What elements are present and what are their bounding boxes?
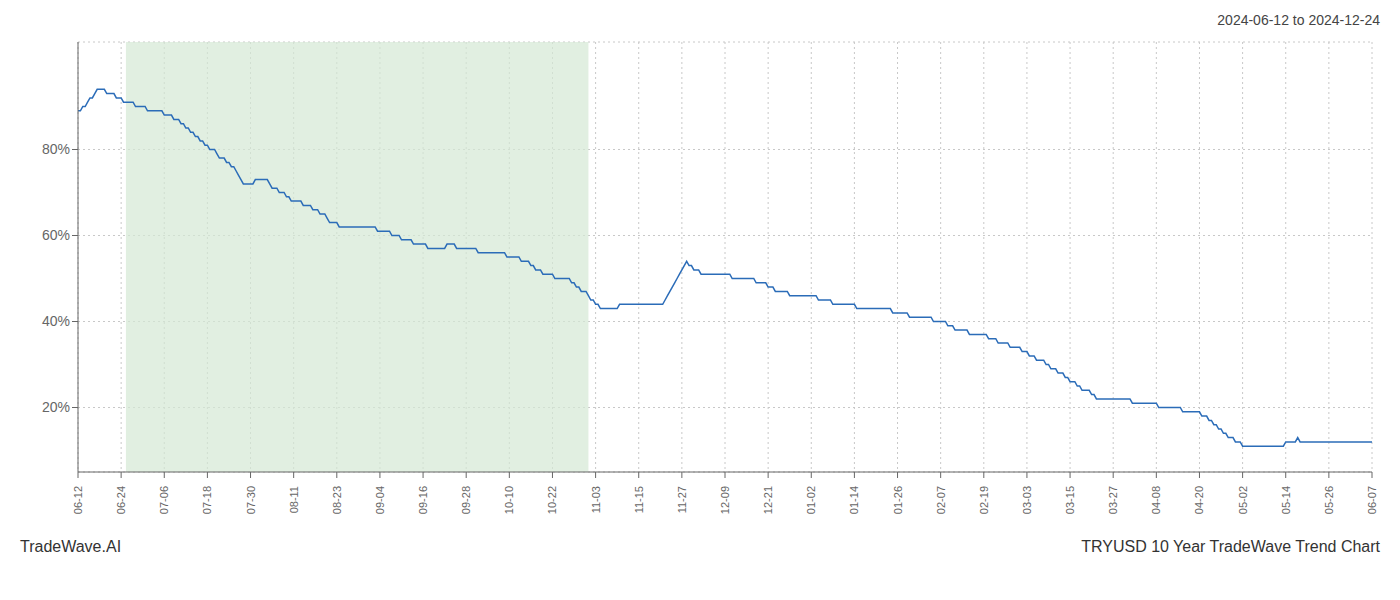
svg-text:01-26: 01-26 [892,486,904,514]
svg-text:03-15: 03-15 [1064,486,1076,514]
svg-text:10-10: 10-10 [503,486,515,514]
svg-text:07-30: 07-30 [245,486,257,514]
svg-text:12-09: 12-09 [719,486,731,514]
svg-text:09-16: 09-16 [417,486,429,514]
svg-text:05-26: 05-26 [1323,486,1335,514]
svg-text:11-15: 11-15 [633,486,645,513]
svg-text:11-03: 11-03 [590,486,602,513]
html-text:2024-06-12 to 2024-12-24: 2024-06-12 to 2024-12-24 [1217,12,1380,28]
svg-text:11-27: 11-27 [676,486,688,513]
svg-text:02-19: 02-19 [978,486,990,514]
svg-text:10-22: 10-22 [546,486,558,514]
svg-text:07-18: 07-18 [201,486,213,514]
svg-text:40%: 40% [42,313,70,329]
svg-text:08-11: 08-11 [288,486,300,513]
svg-text:06-24: 06-24 [115,486,127,514]
html-text:TradeWave.AI: TradeWave.AI [20,538,122,555]
svg-text:05-14: 05-14 [1280,486,1292,514]
svg-text:20%: 20% [42,399,70,415]
svg-text:06-12: 06-12 [72,486,84,514]
html-text:TRYUSD 10 Year TradeWave Trend: TRYUSD 10 Year TradeWave Trend Chart [1081,538,1380,555]
svg-text:03-27: 03-27 [1107,486,1119,514]
svg-text:08-23: 08-23 [331,486,343,514]
svg-text:06-07: 06-07 [1366,486,1378,514]
svg-text:01-14: 01-14 [848,486,860,514]
svg-text:60%: 60% [42,227,70,243]
svg-text:04-20: 04-20 [1193,486,1205,514]
svg-text:02-07: 02-07 [935,486,947,514]
svg-text:09-28: 09-28 [460,486,472,514]
svg-text:03-03: 03-03 [1021,486,1033,514]
svg-text:09-04: 09-04 [374,486,386,514]
svg-text:04-08: 04-08 [1150,486,1162,514]
svg-text:05-02: 05-02 [1237,486,1249,514]
svg-text:01-02: 01-02 [805,486,817,514]
svg-text:07-06: 07-06 [158,486,170,514]
svg-text:12-21: 12-21 [762,486,774,514]
svg-text:80%: 80% [42,141,70,157]
